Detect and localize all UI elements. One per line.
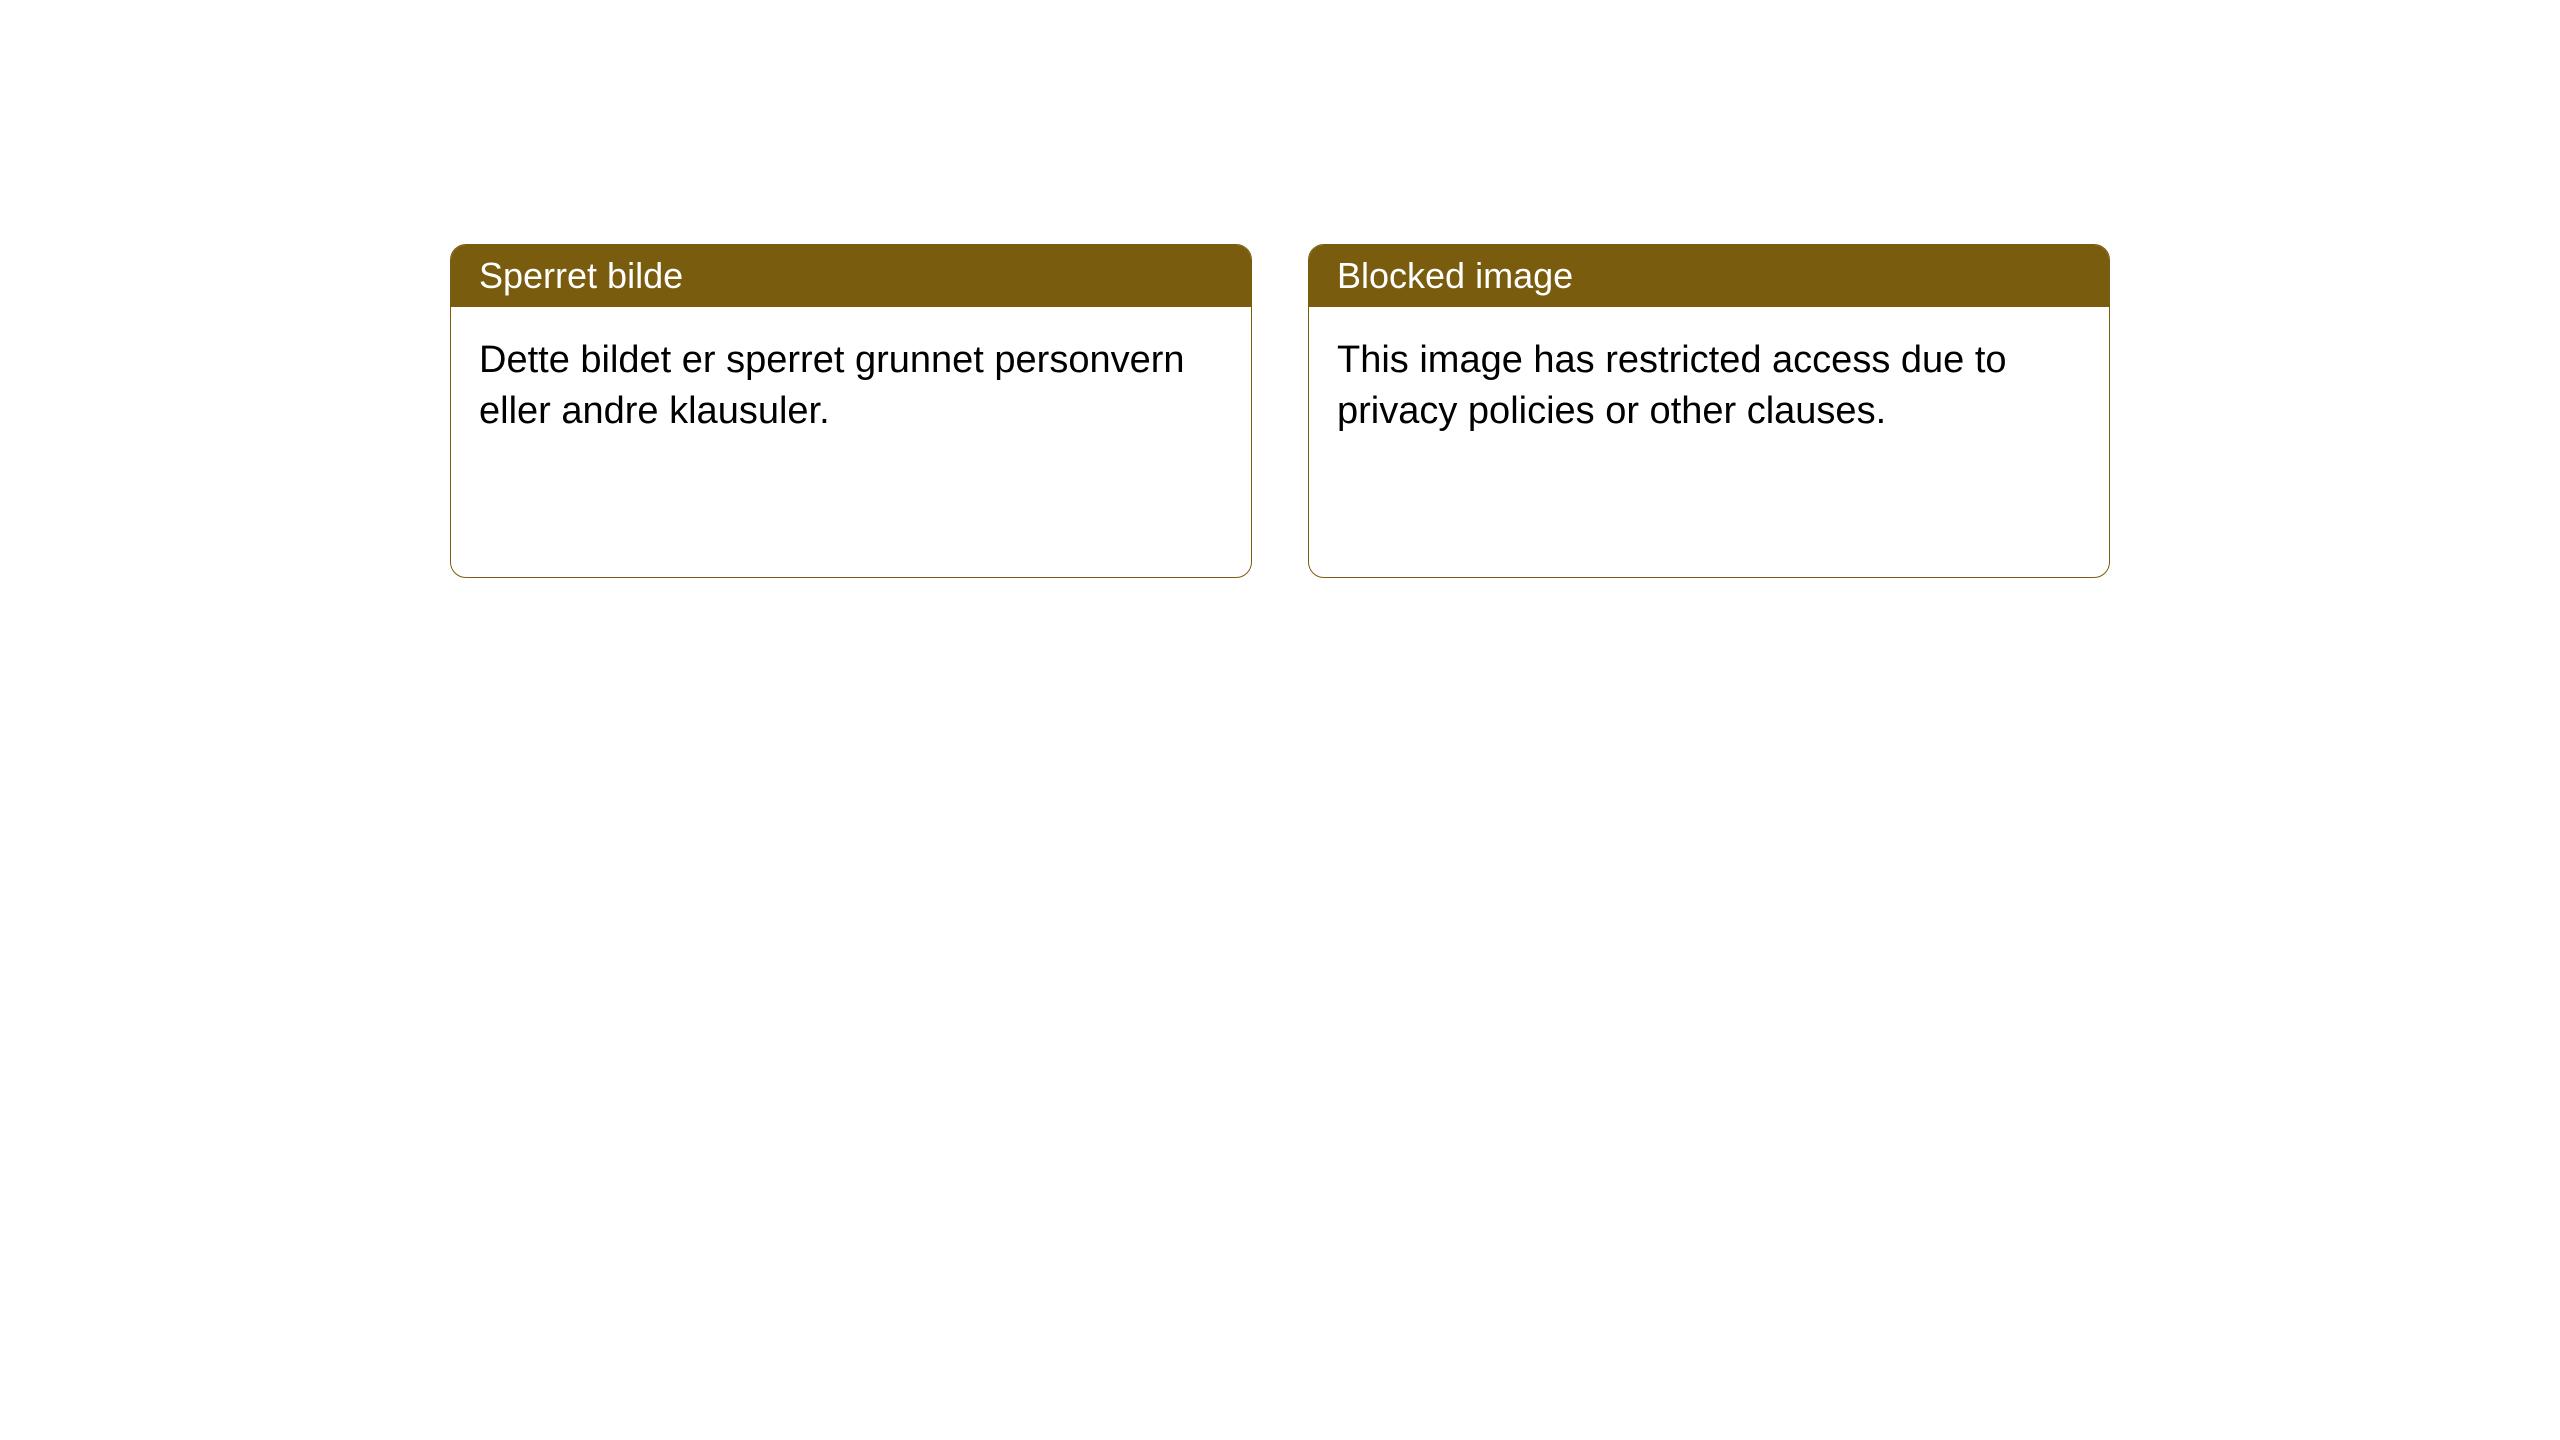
notice-title: Sperret bilde [479, 255, 683, 296]
notice-card-english: Blocked image This image has restricted … [1308, 244, 2110, 578]
notice-text: Dette bildet er sperret grunnet personve… [479, 339, 1185, 432]
notice-container: Sperret bilde Dette bildet er sperret gr… [0, 0, 2560, 578]
notice-title: Blocked image [1337, 255, 1573, 296]
notice-card-norwegian: Sperret bilde Dette bildet er sperret gr… [450, 244, 1252, 578]
notice-text: This image has restricted access due to … [1337, 339, 2007, 432]
notice-body: This image has restricted access due to … [1309, 307, 2109, 466]
notice-body: Dette bildet er sperret grunnet personve… [451, 307, 1251, 466]
notice-header: Sperret bilde [451, 245, 1251, 307]
notice-header: Blocked image [1309, 245, 2109, 307]
